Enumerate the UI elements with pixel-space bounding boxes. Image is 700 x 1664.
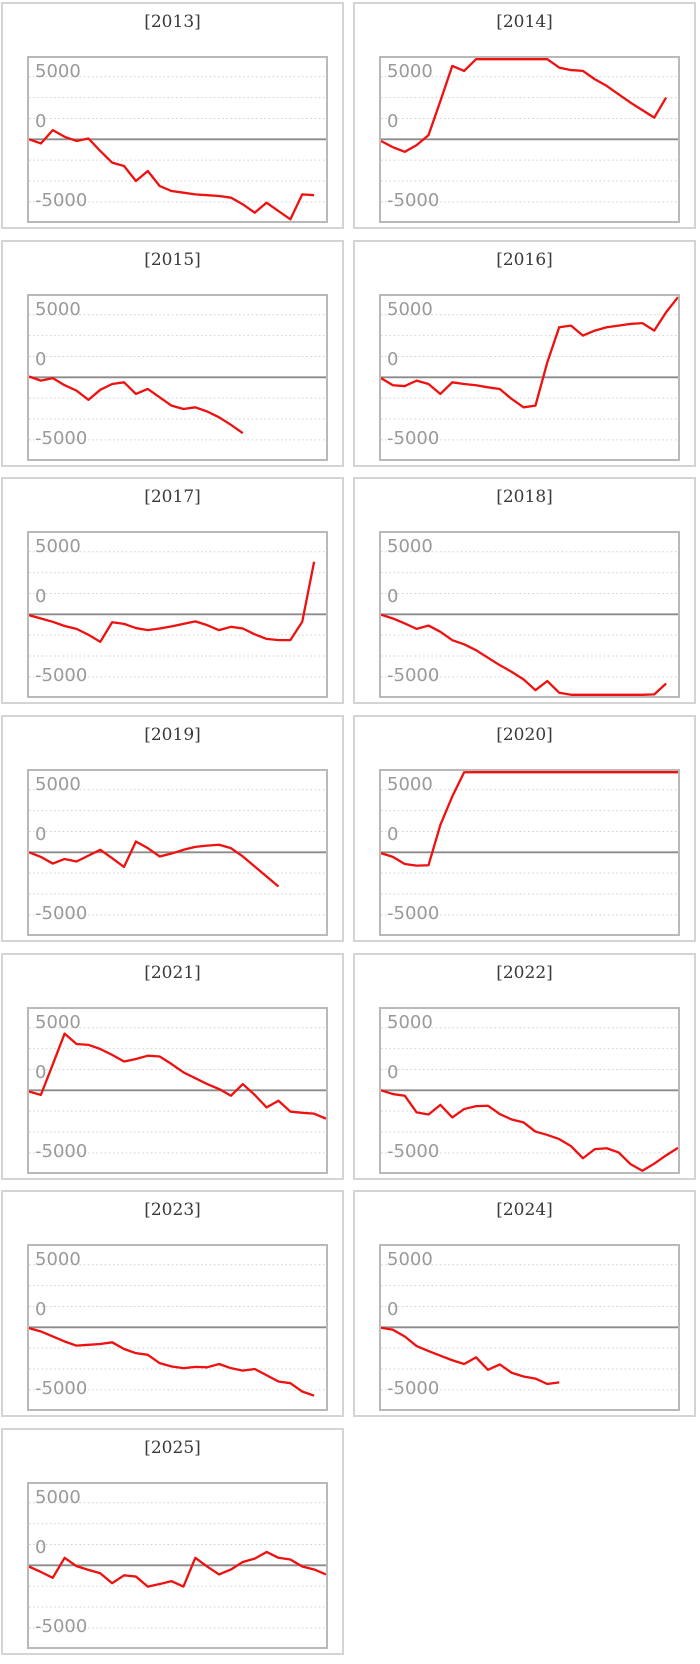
chart-cell-2022: [2022] 5000 0 -5000 (353, 952, 696, 1180)
chart-cell-2017: [2017] 5000 0 -5000 (1, 477, 344, 705)
data-series-line (381, 613, 667, 697)
chart-title: [2014] (496, 12, 553, 32)
data-series-line (29, 1327, 315, 1398)
plot-area (27, 293, 328, 461)
plot-area (379, 293, 680, 461)
chart-cell-2013: [2013] 5000 0 -5000 (1, 2, 344, 229)
data-series-line (29, 375, 244, 434)
data-series-line (381, 1327, 560, 1386)
data-series-line (29, 561, 316, 644)
data-series-line (29, 128, 315, 221)
chart-cell-2024: [2024] 5000 0 -5000 (353, 1190, 696, 1418)
chart-canvas (29, 789, 326, 916)
chart-title: [2019] (144, 725, 201, 746)
chart-cell-2016: [2016] 5000 0 -5000 (353, 239, 696, 467)
data-series-line (381, 771, 678, 867)
chart-title: [2013] (144, 12, 201, 32)
chart-title: [2020] (496, 725, 553, 746)
plot-area (379, 56, 680, 223)
chart-title: [2016] (496, 249, 553, 270)
chart-cell-2015: [2015] 5000 0 -5000 (1, 239, 344, 467)
chart-canvas (29, 551, 326, 678)
chart-canvas (29, 76, 326, 221)
chart-cell-2025: [2025] 5000 0 -5000 (1, 1428, 344, 1656)
data-series-line (381, 1088, 678, 1172)
chart-canvas (29, 1264, 326, 1398)
chart-canvas (381, 58, 678, 203)
chart-canvas (29, 1502, 326, 1629)
chart-title: [2021] (144, 962, 201, 983)
chart-canvas (381, 1027, 678, 1172)
plot-area (27, 1482, 328, 1650)
data-series-line (381, 58, 668, 153)
plot-area (379, 769, 680, 937)
chart-title: [2025] (144, 1438, 201, 1459)
chart-cell-2023: [2023] 5000 0 -5000 (1, 1190, 344, 1418)
chart-title: [2015] (144, 249, 201, 270)
chart-title: [2024] (496, 1200, 553, 1221)
plot-area (27, 769, 328, 937)
chart-title: [2018] (496, 487, 553, 508)
chart-cell-2019: [2019] 5000 0 -5000 (1, 715, 344, 943)
chart-cell-2021: [2021] 5000 0 -5000 (1, 952, 344, 1180)
plot-area (27, 1244, 328, 1412)
data-series-line (29, 1550, 326, 1588)
chart-title: [2023] (144, 1200, 201, 1221)
plot-area (27, 531, 328, 699)
plot-area (27, 1006, 328, 1174)
data-series-line (381, 296, 678, 409)
plot-area (379, 1006, 680, 1174)
chart-cell-2014: [2014] 5000 0 -5000 (353, 2, 696, 229)
chart-cell-2020: [2020] 5000 0 -5000 (353, 715, 696, 943)
chart-canvas (381, 1264, 678, 1391)
chart-canvas (29, 1027, 326, 1154)
chart-canvas (29, 313, 326, 441)
data-series-line (29, 840, 280, 888)
data-series-line (29, 1032, 326, 1120)
plot-area (27, 56, 328, 223)
chart-canvas (381, 771, 678, 916)
plot-area (379, 531, 680, 699)
chart-title: [2022] (496, 962, 553, 983)
plot-area (379, 1244, 680, 1412)
chart-canvas (381, 551, 678, 697)
chart-canvas (381, 296, 678, 441)
chart-cell-2018: [2018] 5000 0 -5000 (353, 477, 696, 705)
chart-title: [2017] (144, 487, 201, 508)
